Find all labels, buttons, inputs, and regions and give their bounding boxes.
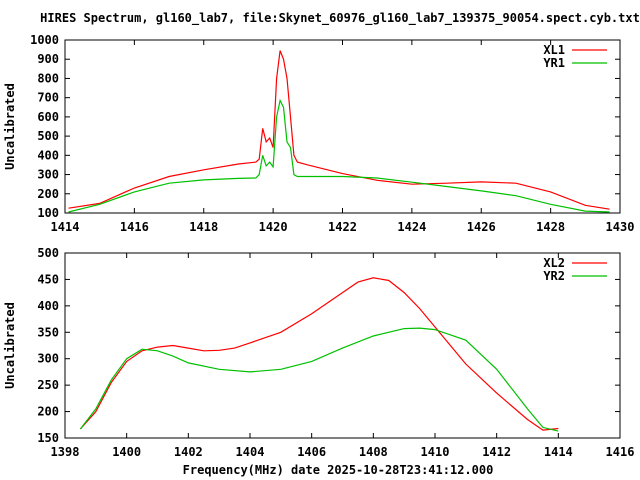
y-tick-label: 100: [37, 206, 59, 220]
y-tick-label: 300: [37, 352, 59, 366]
y-tick-label: 450: [37, 272, 59, 286]
y-axis-label: Uncalibrated: [3, 83, 17, 170]
x-tick-label: 1414: [544, 445, 573, 459]
legend-label: YR2: [543, 269, 565, 283]
x-tick-label: 1418: [189, 220, 218, 234]
y-tick-label: 200: [37, 187, 59, 201]
x-tick-label: 1416: [120, 220, 149, 234]
x-tick-label: 1406: [297, 445, 326, 459]
x-tick-label: 1402: [174, 445, 203, 459]
legend-label: YR1: [543, 56, 565, 70]
x-tick-label: 1414: [51, 220, 80, 234]
x-tick-label: 1416: [606, 445, 635, 459]
series-line-XL2: [79, 277, 559, 431]
x-tick-label: 1420: [259, 220, 288, 234]
x-tick-label: 1412: [482, 445, 511, 459]
series-line-YR2: [79, 327, 559, 432]
x-tick-label: 1424: [397, 220, 426, 234]
x-tick-label: 1400: [112, 445, 141, 459]
series-line-XL1: [68, 50, 610, 210]
x-tick-label: 1408: [359, 445, 388, 459]
y-tick-label: 400: [37, 148, 59, 162]
chart-title: HIRES Spectrum, gl160_lab7, file:Skynet_…: [40, 11, 640, 26]
y-tick-label: 150: [37, 431, 59, 445]
y-tick-label: 500: [37, 129, 59, 143]
y-tick-label: 800: [37, 71, 59, 85]
x-axis-label: Frequency(MHz) date 2025-10-28T23:41:12.…: [183, 463, 494, 477]
y-tick-label: 200: [37, 405, 59, 419]
y-tick-label: 300: [37, 168, 59, 182]
x-tick-label: 1430: [606, 220, 635, 234]
series-line-YR1: [68, 98, 610, 213]
y-axis-label: Uncalibrated: [3, 302, 17, 389]
plot-frame-2: [64, 252, 621, 439]
x-tick-label: 1410: [421, 445, 450, 459]
legend-label: XL1: [543, 43, 565, 57]
x-tick-label: 1422: [328, 220, 357, 234]
x-tick-label: 1428: [536, 220, 565, 234]
x-tick-label: 1398: [51, 445, 80, 459]
y-tick-label: 400: [37, 299, 59, 313]
y-tick-label: 350: [37, 325, 59, 339]
y-tick-label: 600: [37, 110, 59, 124]
plot-frame-1: [64, 39, 621, 214]
y-tick-label: 500: [37, 246, 59, 260]
x-tick-label: 1404: [236, 445, 265, 459]
y-tick-label: 250: [37, 378, 59, 392]
y-tick-label: 900: [37, 52, 59, 66]
x-tick-label: 1426: [467, 220, 496, 234]
legend-label: XL2: [543, 256, 565, 270]
y-tick-label: 700: [37, 91, 59, 105]
y-tick-label: 1000: [30, 33, 59, 47]
